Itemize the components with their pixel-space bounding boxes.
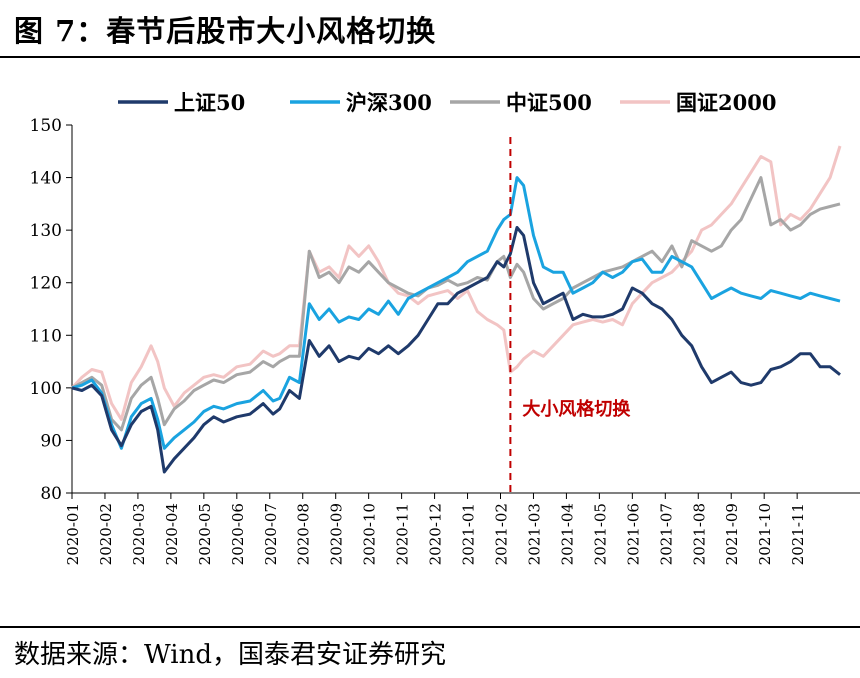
x-tick-label: 2020-06 — [229, 503, 247, 565]
x-tick-label: 2021-05 — [591, 503, 609, 565]
title-rule — [0, 56, 860, 58]
source-note: 数据来源：Wind，国泰君安证券研究 — [14, 640, 446, 670]
chart-lines — [70, 145, 842, 474]
series-line — [71, 226, 841, 474]
y-tick-label: 100 — [30, 379, 62, 399]
y-tick-label: 80 — [40, 484, 62, 504]
x-tick-label: 2021-07 — [657, 503, 675, 565]
figure-title: 图 7：春节后股市大小风格切换 — [14, 14, 437, 48]
annotation-label: 大小风格切换 — [522, 398, 631, 420]
x-tick-label: 2020-05 — [196, 503, 214, 565]
x-tick-label: 2020-11 — [394, 503, 412, 565]
series-line — [71, 176, 841, 450]
x-tick-label: 2021-02 — [492, 503, 510, 565]
series-line — [71, 176, 841, 432]
y-tick-label: 90 — [40, 431, 62, 451]
x-tick-label: 2021-10 — [756, 503, 774, 565]
y-tick-label: 110 — [30, 326, 62, 346]
x-tick-label: 2021-11 — [789, 503, 807, 565]
x-tick-label: 2020-04 — [163, 503, 181, 565]
legend-label: 沪深300 — [346, 90, 432, 115]
chart-legend: 上证50 沪深300 中证500 国证2000 — [118, 90, 776, 115]
x-tick-label: 2021-06 — [624, 503, 642, 565]
legend-label: 中证500 — [506, 90, 592, 115]
x-tick-label: 2020-03 — [130, 503, 148, 565]
x-tick-label: 2020-07 — [262, 503, 280, 565]
x-tick-label: 2020-09 — [328, 503, 346, 565]
x-tick-label: 2021-04 — [558, 503, 576, 565]
legend-label: 上证50 — [174, 90, 245, 115]
y-tick-label: 120 — [30, 274, 62, 294]
source-rule — [0, 626, 860, 628]
x-tick-label: 2020-10 — [361, 503, 379, 565]
x-tick-label: 2021-01 — [460, 503, 478, 565]
x-tick-label: 2020-02 — [97, 503, 115, 565]
y-tick-label: 130 — [30, 221, 62, 241]
chart-annotation: 大小风格切换 — [509, 137, 631, 493]
x-tick-label: 2020-12 — [427, 503, 445, 565]
legend-label: 国证2000 — [676, 90, 776, 115]
x-tick-label: 2021-03 — [525, 503, 543, 565]
y-tick-label: 150 — [30, 116, 62, 136]
x-tick-label: 2020-08 — [295, 503, 313, 565]
line-chart: 80 90 100 110 120 130 140 150 2020-01 2020-02 2020… — [30, 90, 860, 565]
y-tick-label: 140 — [30, 169, 62, 189]
chart-axes: 80 90 100 110 120 130 140 150 2020-01 2020-02 2020… — [30, 116, 860, 565]
x-tick-label: 2020-01 — [64, 503, 82, 565]
x-tick-label: 2021-08 — [690, 503, 708, 565]
x-tick-label: 2021-09 — [723, 503, 741, 565]
series-line — [70, 145, 842, 421]
